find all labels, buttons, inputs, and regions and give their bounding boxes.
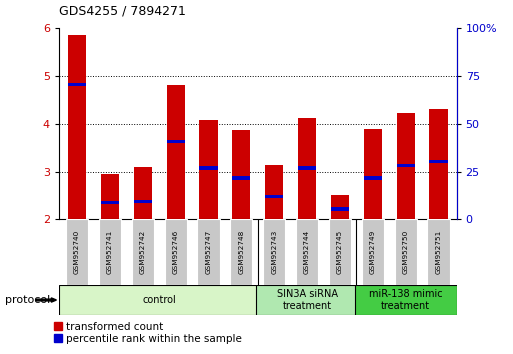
Text: GSM952741: GSM952741 <box>107 230 113 274</box>
Bar <box>331 207 349 211</box>
Bar <box>429 160 447 163</box>
Text: miR-138 mimic
treatment: miR-138 mimic treatment <box>369 289 442 311</box>
Bar <box>331 195 349 219</box>
Text: GSM952750: GSM952750 <box>403 230 409 274</box>
Bar <box>167 85 185 219</box>
Bar <box>101 174 119 219</box>
Bar <box>134 200 152 203</box>
Text: control: control <box>142 295 176 305</box>
Bar <box>59 285 260 315</box>
Bar <box>397 113 415 219</box>
Bar <box>397 164 415 167</box>
Bar <box>232 176 250 179</box>
Bar <box>66 219 88 285</box>
Text: GSM952743: GSM952743 <box>271 230 277 274</box>
Bar <box>362 219 384 285</box>
Bar <box>354 285 457 315</box>
Bar <box>265 165 283 219</box>
Text: GSM952749: GSM952749 <box>370 230 376 274</box>
Text: GSM952748: GSM952748 <box>239 230 244 274</box>
Text: GSM952742: GSM952742 <box>140 230 146 274</box>
Bar <box>298 118 316 219</box>
Bar <box>167 140 185 143</box>
Bar <box>68 83 86 86</box>
Text: GSM952751: GSM952751 <box>436 230 442 274</box>
Bar <box>99 219 121 285</box>
Bar <box>68 35 86 219</box>
Bar <box>364 129 382 219</box>
Bar <box>198 219 220 285</box>
Text: GSM952745: GSM952745 <box>337 230 343 274</box>
Text: GSM952740: GSM952740 <box>74 230 80 274</box>
Bar <box>296 219 318 285</box>
Text: protocol: protocol <box>5 295 50 305</box>
Bar <box>232 130 250 219</box>
Text: GDS4255 / 7894271: GDS4255 / 7894271 <box>59 5 186 18</box>
Bar <box>200 166 218 170</box>
Bar <box>132 219 154 285</box>
Bar <box>101 201 119 204</box>
Bar <box>298 166 316 170</box>
Bar <box>429 109 447 219</box>
Text: GSM952744: GSM952744 <box>304 230 310 274</box>
Bar <box>427 219 449 285</box>
Text: GSM952747: GSM952747 <box>206 230 211 274</box>
Bar <box>329 219 351 285</box>
Bar <box>230 219 252 285</box>
Bar <box>263 219 285 285</box>
Bar <box>265 195 283 198</box>
Bar <box>256 285 358 315</box>
Text: GSM952746: GSM952746 <box>173 230 179 274</box>
Legend: transformed count, percentile rank within the sample: transformed count, percentile rank withi… <box>54 322 242 344</box>
Text: SIN3A siRNA
treatment: SIN3A siRNA treatment <box>277 289 338 311</box>
Bar <box>364 176 382 179</box>
Bar <box>394 219 417 285</box>
Bar <box>200 120 218 219</box>
Bar <box>134 167 152 219</box>
Bar <box>165 219 187 285</box>
